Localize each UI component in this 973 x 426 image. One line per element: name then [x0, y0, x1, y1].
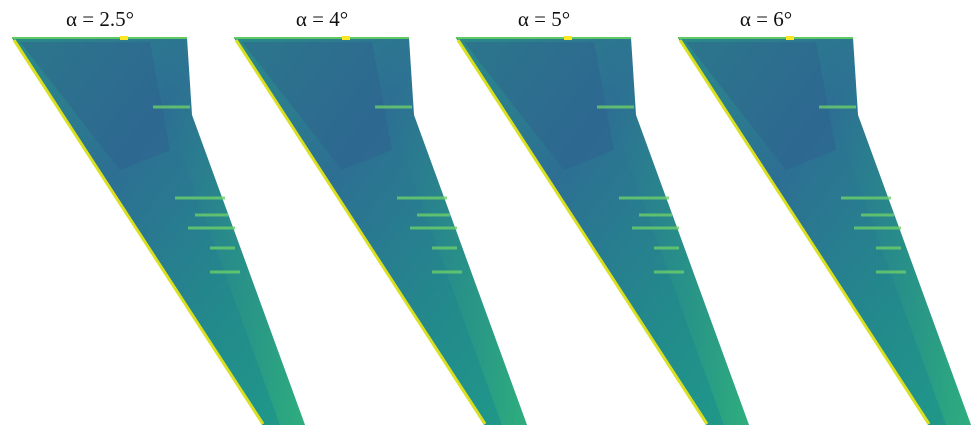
panel-title: α = 5°	[518, 7, 570, 31]
panel-title: α = 6°	[740, 7, 792, 31]
figure: α = 2.5° α = 4° α = 5° α = 6°	[0, 0, 973, 426]
panel-title: α = 4°	[296, 7, 348, 31]
panel-title: α = 2.5°	[66, 7, 134, 31]
